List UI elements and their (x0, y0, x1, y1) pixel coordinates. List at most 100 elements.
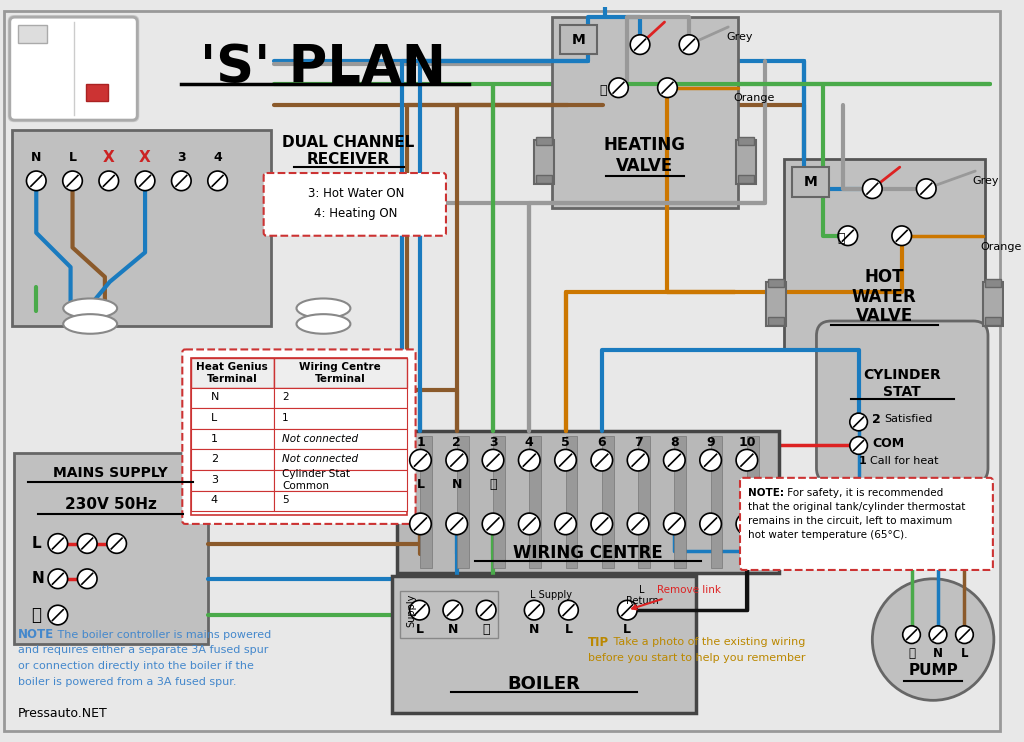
Text: 4: 4 (525, 436, 534, 449)
Text: before you start to help you remember: before you start to help you remember (588, 653, 806, 663)
Text: N: N (452, 478, 462, 491)
Circle shape (736, 450, 758, 471)
Text: L: L (417, 478, 425, 491)
Text: Wiring Centre
Terminal: Wiring Centre Terminal (299, 362, 381, 384)
Circle shape (591, 513, 612, 535)
Bar (638, 436, 650, 568)
Text: Cylinder Stat
Common: Cylinder Stat Common (283, 469, 350, 490)
Text: N: N (447, 623, 458, 636)
Text: 3: 3 (211, 475, 218, 485)
Bar (565, 436, 578, 568)
Circle shape (106, 533, 126, 554)
Text: ⏚: ⏚ (838, 232, 845, 245)
Text: 2: 2 (211, 454, 218, 464)
Circle shape (955, 626, 973, 643)
Bar (552, 17, 738, 209)
Text: NOTE:: NOTE: (748, 487, 783, 498)
Text: 7: 7 (634, 436, 642, 449)
Text: ⏚: ⏚ (489, 478, 497, 491)
Text: L: L (624, 623, 631, 636)
Circle shape (99, 171, 119, 191)
Text: NOTE: NOTE (17, 628, 54, 641)
Bar (602, 436, 613, 568)
Text: 9: 9 (707, 436, 715, 449)
Text: L
Return: L Return (626, 585, 658, 606)
Circle shape (555, 450, 577, 471)
Text: M: M (804, 175, 817, 188)
Text: Supply: Supply (407, 594, 417, 627)
Circle shape (628, 513, 649, 535)
Circle shape (699, 513, 721, 535)
Bar (768, 279, 784, 286)
Circle shape (608, 78, 629, 97)
Text: 1: 1 (858, 456, 866, 466)
Circle shape (664, 450, 685, 471)
Text: 230V 50Hz: 230V 50Hz (65, 497, 157, 512)
Text: X: X (139, 150, 151, 165)
Bar (784, 160, 985, 350)
Bar (736, 139, 756, 184)
Bar (397, 431, 779, 573)
Text: M: M (571, 33, 585, 47)
Text: L: L (416, 623, 424, 636)
Circle shape (903, 626, 921, 643)
Circle shape (736, 513, 758, 535)
Text: 4: 4 (213, 151, 222, 164)
Bar (457, 436, 469, 568)
Text: ⏚: ⏚ (599, 84, 606, 97)
Bar (560, 25, 597, 54)
Ellipse shape (297, 298, 350, 318)
Text: The boiler controller is mains powered: The boiler controller is mains powered (54, 630, 271, 640)
Bar (738, 137, 754, 145)
Circle shape (48, 605, 68, 625)
Bar (274, 470, 407, 490)
Text: Heat Genius
Terminal: Heat Genius Terminal (197, 362, 268, 384)
Circle shape (559, 600, 579, 620)
Circle shape (838, 226, 858, 246)
Circle shape (410, 600, 429, 620)
Text: BOILER: BOILER (508, 674, 581, 693)
Bar (400, 591, 498, 637)
Bar (985, 279, 1000, 286)
Text: VALVE: VALVE (855, 307, 912, 325)
Circle shape (699, 450, 721, 471)
Text: 3: Hot Water ON: 3: Hot Water ON (307, 187, 404, 200)
Bar (274, 490, 407, 511)
Circle shape (482, 513, 504, 535)
Text: 5: 5 (561, 436, 570, 449)
Bar (86, 84, 108, 102)
Text: 'S' PLAN: 'S' PLAN (201, 42, 446, 94)
Ellipse shape (63, 298, 117, 318)
Text: L Supply: L Supply (529, 591, 571, 600)
Text: MAINS SUPPLY: MAINS SUPPLY (53, 466, 168, 480)
Text: L: L (564, 623, 572, 636)
Bar (274, 387, 407, 408)
Circle shape (446, 450, 468, 471)
Circle shape (872, 579, 994, 700)
Text: Not connected: Not connected (283, 433, 358, 444)
Text: 3: 3 (177, 151, 185, 164)
Circle shape (518, 513, 540, 535)
Bar (274, 358, 407, 387)
Bar (191, 358, 407, 515)
Bar (191, 450, 274, 470)
Text: 8: 8 (670, 436, 679, 449)
Text: HOT: HOT (864, 268, 904, 286)
Text: 2: 2 (453, 436, 461, 449)
Bar (191, 408, 274, 429)
Bar (493, 436, 505, 568)
Circle shape (446, 513, 468, 535)
Bar (13, 453, 208, 645)
Bar (792, 167, 829, 197)
Text: N: N (32, 571, 44, 586)
Ellipse shape (297, 314, 350, 334)
Bar (11, 130, 271, 326)
Circle shape (443, 600, 463, 620)
Text: Satisfied: Satisfied (884, 414, 933, 424)
Text: Grey: Grey (726, 32, 753, 42)
Text: 1: 1 (283, 413, 289, 423)
Text: 5: 5 (283, 496, 289, 505)
FancyBboxPatch shape (816, 321, 988, 483)
Text: 4: Heating ON: 4: Heating ON (314, 207, 397, 220)
Text: PUMP: PUMP (908, 663, 958, 678)
